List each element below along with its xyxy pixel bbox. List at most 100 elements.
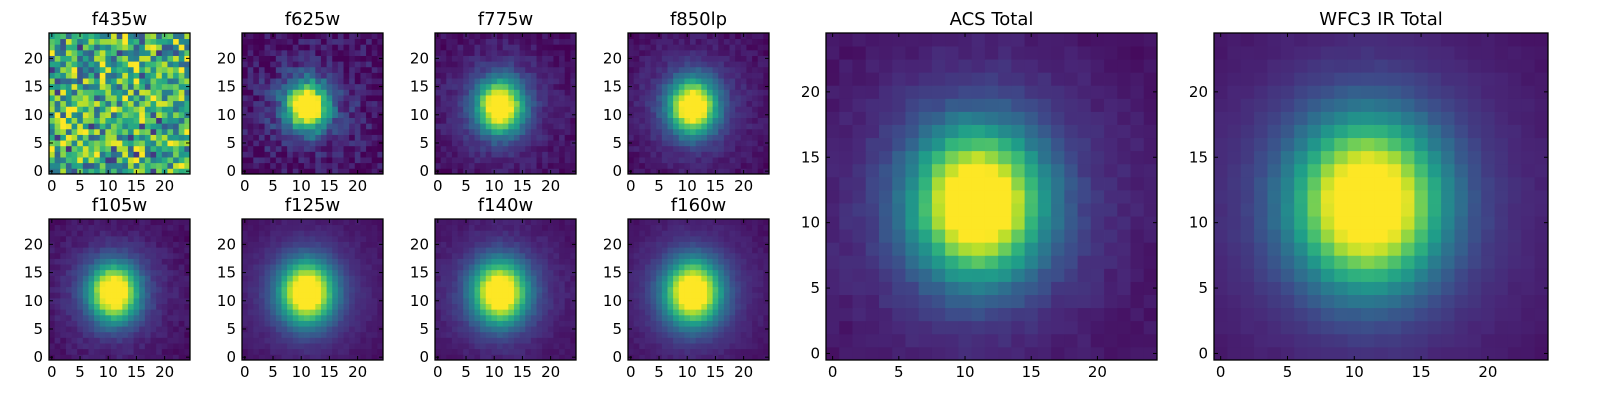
heatmap-cell	[1024, 229, 1039, 243]
heatmap-cell	[65, 44, 72, 51]
heatmap-cell	[139, 123, 146, 130]
heatmap-cell	[656, 44, 663, 51]
heatmap-cell	[1467, 98, 1482, 112]
heatmap-cell	[542, 140, 549, 147]
heatmap-cell	[502, 123, 509, 130]
heatmap-cell	[105, 140, 112, 147]
heatmap-cell	[1011, 98, 1025, 112]
heatmap-cell	[1414, 294, 1429, 309]
heatmap-cell	[905, 46, 920, 60]
heatmap-cell	[628, 95, 635, 102]
heatmap-cell	[1051, 255, 1065, 269]
x-tick-label: 0	[626, 177, 636, 195]
heatmap-cell	[65, 55, 72, 62]
heatmap-cell	[144, 168, 151, 175]
heatmap-cell	[360, 61, 367, 68]
heatmap-cell	[360, 44, 367, 51]
heatmap-cell	[150, 297, 157, 304]
heatmap-cell	[270, 303, 277, 310]
heatmap-cell	[984, 320, 999, 335]
heatmap-cell	[971, 216, 986, 230]
heatmap-cell	[167, 281, 174, 288]
heatmap-cell	[94, 269, 101, 276]
heatmap-cell	[1077, 281, 1092, 295]
heatmap-cell	[1441, 33, 1455, 47]
heatmap-cell	[826, 163, 840, 178]
heatmap-cell	[684, 106, 691, 113]
y-tick-label: 15	[1189, 148, 1208, 166]
heatmap-cell	[99, 78, 106, 85]
heatmap-cell	[173, 168, 180, 175]
heatmap-cell	[650, 168, 657, 175]
heatmap-cell	[82, 320, 89, 327]
heatmap-cell	[332, 168, 339, 175]
heatmap-cell	[971, 85, 986, 99]
heatmap-cell	[320, 83, 327, 90]
heatmap-cell	[644, 95, 651, 102]
heatmap-cell	[1104, 203, 1118, 217]
heatmap-cell	[1427, 137, 1442, 152]
heatmap-cell	[309, 38, 316, 45]
heatmap-cell	[530, 117, 537, 124]
heatmap-cell	[1064, 124, 1078, 139]
heatmap-cell	[82, 337, 89, 344]
heatmap-cell	[701, 95, 708, 102]
heatmap-cell	[958, 307, 973, 322]
x-tick-label: 5	[75, 177, 85, 195]
heatmap-cell	[628, 151, 635, 158]
heatmap-cell	[1090, 72, 1105, 86]
heatmap-cell	[184, 100, 191, 107]
heatmap-cell	[1267, 333, 1282, 348]
heatmap-cell	[570, 33, 577, 40]
heatmap-cell	[292, 326, 299, 333]
heatmap-cell	[167, 140, 174, 147]
heatmap-cell	[105, 309, 112, 316]
heatmap-cell	[1427, 124, 1442, 139]
heatmap-cell	[88, 224, 95, 231]
heatmap-cell	[530, 123, 537, 130]
heatmap-cell	[366, 331, 373, 338]
heatmap-cell	[371, 337, 378, 344]
heatmap-cell	[633, 123, 640, 130]
heatmap-cell	[178, 219, 185, 226]
heatmap-cell	[111, 140, 118, 147]
x-tick-label: 5	[75, 363, 85, 381]
heatmap-cell	[60, 292, 67, 299]
heatmap-cell	[1280, 150, 1295, 165]
heatmap-cell	[116, 292, 123, 299]
heatmap-cell	[54, 49, 61, 56]
heatmap-cell	[667, 168, 674, 175]
heatmap-cell	[878, 346, 893, 361]
heatmap-cell	[82, 264, 89, 271]
heatmap-cell	[474, 95, 481, 102]
heatmap-cell	[161, 72, 168, 79]
heatmap-cell	[315, 89, 322, 96]
heatmap-cell	[525, 157, 532, 164]
heatmap-cell	[723, 89, 730, 96]
heatmap-cell	[1320, 176, 1335, 191]
heatmap-cell	[491, 89, 498, 96]
heatmap-cell	[315, 100, 322, 107]
heatmap-cell	[133, 281, 140, 288]
heatmap-cell	[298, 83, 305, 90]
heatmap-cell	[1374, 229, 1389, 243]
heatmap-cell	[958, 46, 973, 60]
heatmap-cell	[82, 61, 89, 68]
heatmap-cell	[440, 145, 447, 152]
heatmap-cell	[371, 309, 378, 316]
heatmap-cell	[878, 189, 893, 204]
heatmap-cell	[446, 49, 453, 56]
heatmap-cell	[49, 78, 56, 85]
heatmap-cell	[150, 162, 157, 169]
heatmap-cell	[77, 326, 84, 333]
heatmap-cell	[1494, 242, 1509, 256]
heatmap-cell	[958, 268, 973, 282]
heatmap-cell	[1347, 268, 1362, 282]
heatmap-cell	[99, 61, 106, 68]
heatmap-cell	[343, 303, 350, 310]
heatmap-cell	[1294, 333, 1308, 348]
heatmap-cell	[633, 66, 640, 73]
heatmap-cell	[377, 38, 384, 45]
heatmap-cell	[343, 55, 350, 62]
heatmap-cell	[1401, 189, 1415, 204]
